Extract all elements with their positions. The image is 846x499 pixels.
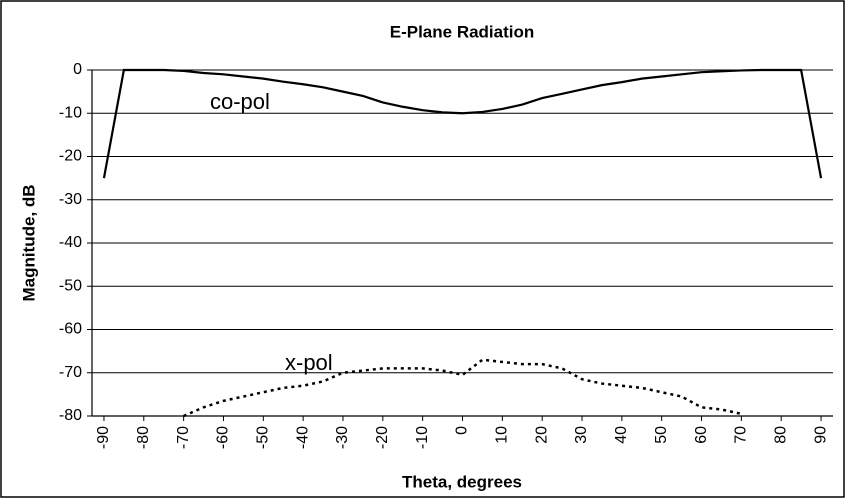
y-tick-label: -60 [59,321,82,338]
y-tick-label: -80 [59,407,82,424]
y-tick-label: -30 [59,191,82,208]
x-tick-label: -10 [414,426,431,449]
x-tick-label: -30 [334,426,351,449]
x-tick-label: 80 [772,426,789,444]
y-axis-title: Magnitude, dB [19,184,38,301]
x-axis-title: Theta, degrees [402,472,522,491]
x-tick-label: 40 [613,426,630,444]
y-tick-label: -40 [59,234,82,251]
x-tick-label: 70 [733,426,750,444]
y-tick-label: -20 [59,148,82,165]
x-tick-label: 60 [693,426,710,444]
x-tick-label: 0 [454,426,471,435]
x-tick-label: 30 [573,426,590,444]
x-tick-label: -20 [374,426,391,449]
x-tick-label: -70 [175,426,192,449]
y-tick-label: 0 [73,61,82,78]
x-tick-label: 50 [653,426,670,444]
y-tick-label: -10 [59,104,82,121]
series-label: x-pol [285,350,333,375]
x-tick-label: -60 [215,426,232,449]
x-tick-label: -40 [294,426,311,449]
x-tick-label: 20 [533,426,550,444]
x-tick-label: 90 [812,426,829,444]
x-tick-label: -50 [255,426,272,449]
series-label: co-pol [210,89,270,114]
y-tick-label: -50 [59,277,82,294]
x-tick-label: -90 [95,426,112,449]
series-line [102,68,823,179]
chart-title: E-Plane Radiation [390,22,535,41]
y-tick-label: -70 [59,364,82,381]
x-tick-label: 10 [494,426,511,444]
x-tick-label: -80 [135,426,152,449]
